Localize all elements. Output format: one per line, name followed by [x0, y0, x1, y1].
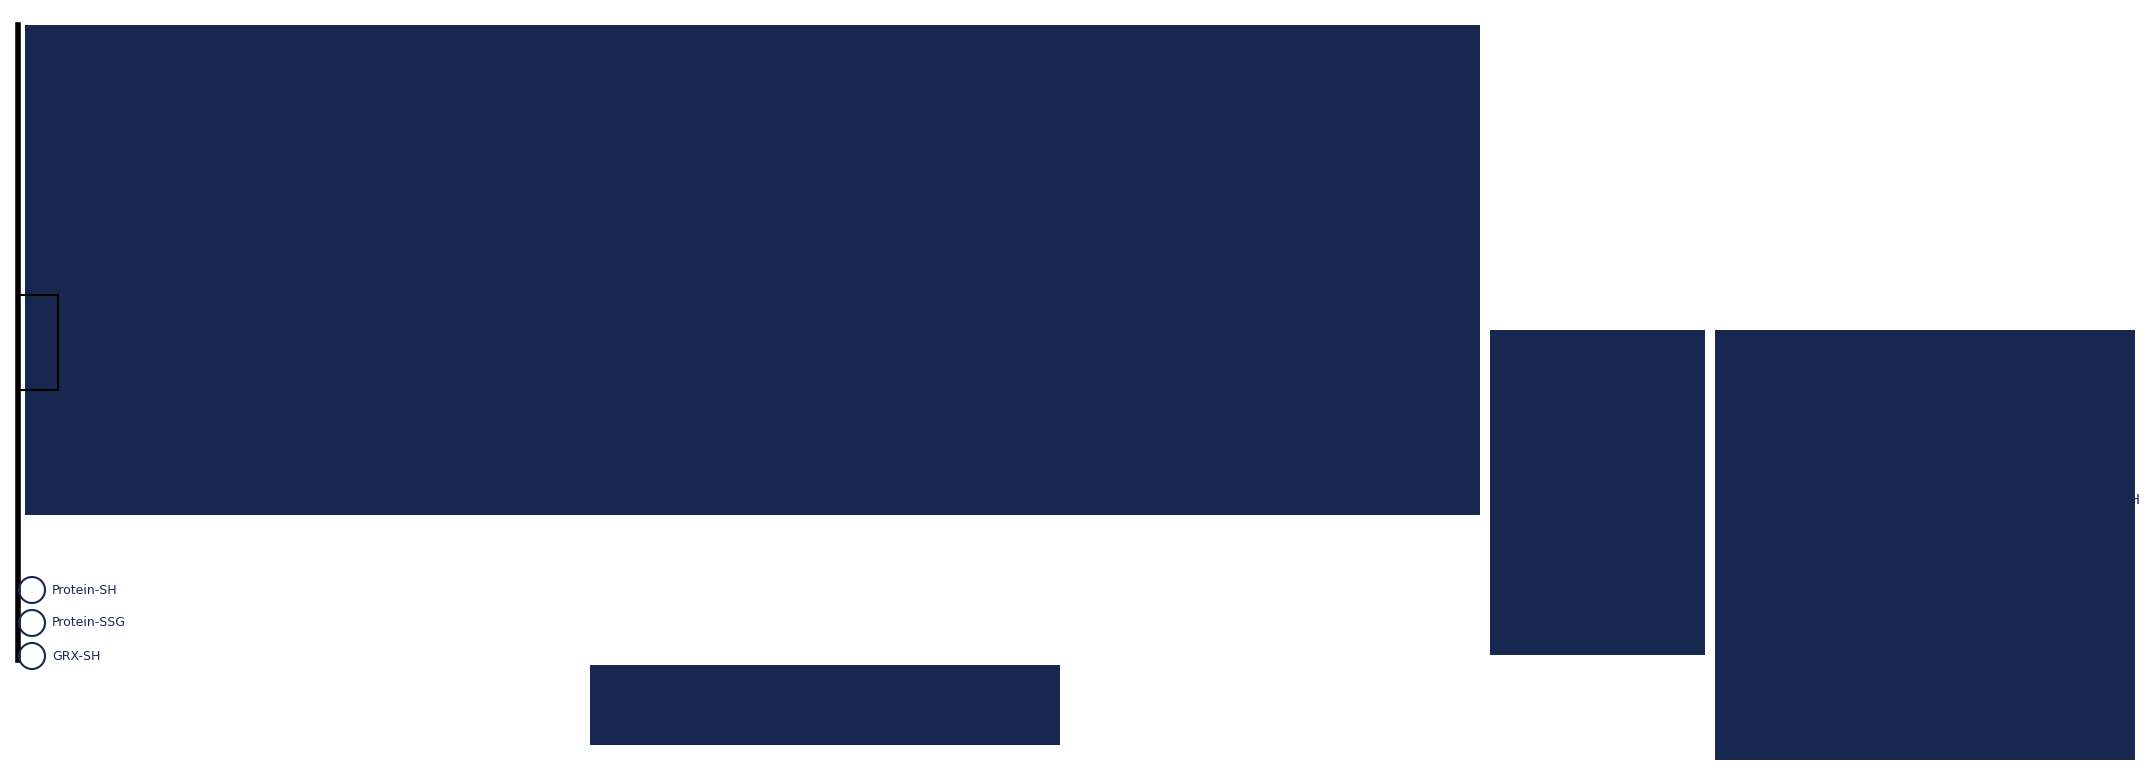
Text: N-: N-: [62, 334, 82, 350]
Text: Protein-SSG: Protein-SSG: [52, 617, 127, 629]
Text: 2 GSH: 2 GSH: [2097, 493, 2140, 507]
Bar: [26, 25, 1479, 515]
Text: Protein-SH: Protein-SH: [52, 584, 118, 597]
Bar: [590, 665, 1059, 745]
Bar: [1490, 330, 1705, 655]
Bar: [1716, 330, 2136, 760]
Text: GRX-SH: GRX-SH: [52, 649, 101, 662]
